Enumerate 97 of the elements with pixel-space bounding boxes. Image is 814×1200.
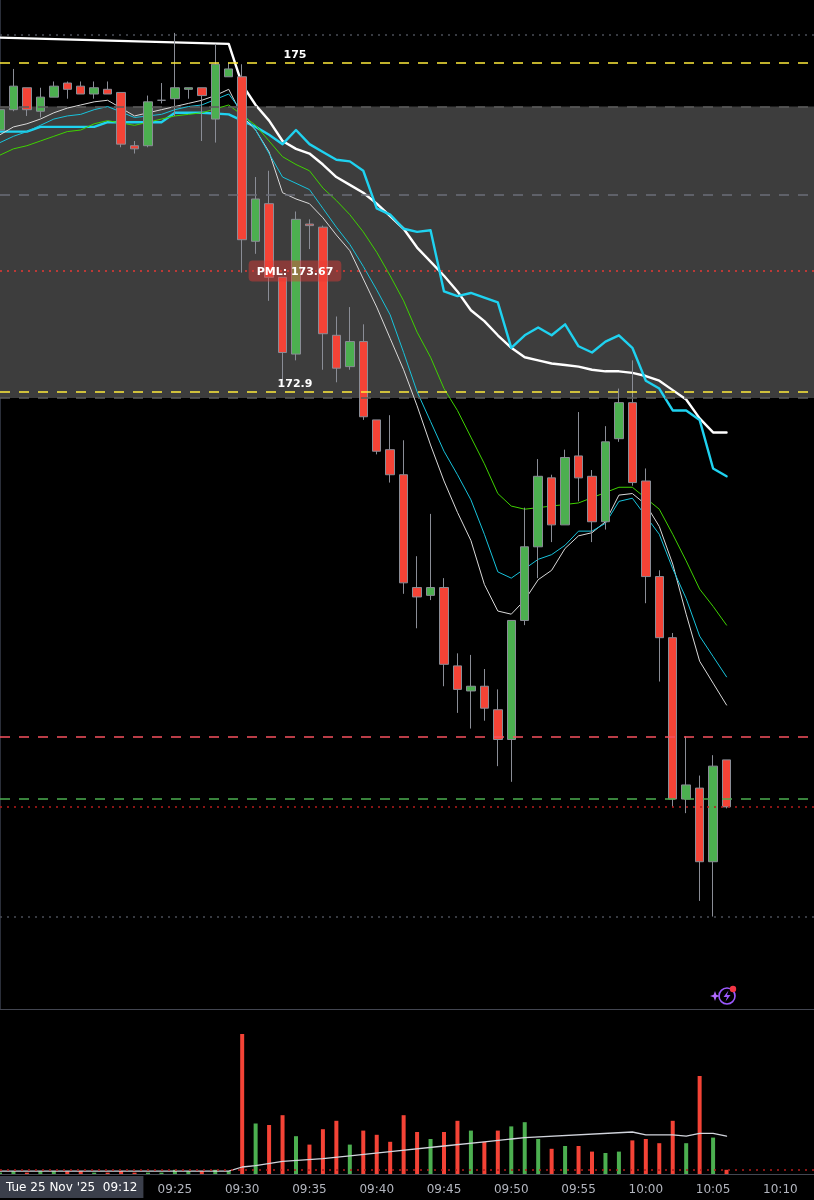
bar <box>549 1148 554 1174</box>
candlestick <box>560 449 570 526</box>
bar <box>240 1034 245 1174</box>
candlestick <box>426 513 435 601</box>
candlestick <box>103 80 112 95</box>
bar <box>294 1136 298 1174</box>
candlestick <box>359 323 368 421</box>
bar <box>347 1144 352 1174</box>
bar <box>307 1144 312 1174</box>
candlestick <box>601 425 610 531</box>
candlestick <box>466 654 476 730</box>
bar <box>522 1122 527 1174</box>
candlestick <box>143 95 153 148</box>
candlestick <box>237 63 247 274</box>
bar <box>697 1076 702 1174</box>
candlestick <box>332 315 341 383</box>
candlestick <box>116 91 126 148</box>
x-tick-label: 09:30 <box>224 1182 260 1196</box>
bar <box>468 1130 473 1174</box>
bar <box>280 1115 285 1174</box>
bar <box>630 1140 635 1174</box>
candlestick <box>628 359 637 487</box>
candlestick <box>547 474 556 543</box>
candlestick <box>22 87 32 117</box>
x-tick-label: 09:35 <box>292 1182 327 1196</box>
candlestick <box>493 688 503 767</box>
candlestick <box>722 759 731 809</box>
candlestick <box>655 569 664 683</box>
candlestick <box>251 176 260 255</box>
bar <box>361 1130 366 1174</box>
candlestick <box>480 668 489 722</box>
bar <box>576 1146 581 1174</box>
candlestick <box>614 388 624 443</box>
x-tick-label: 09:25 <box>157 1182 193 1196</box>
x-tick-label: 10:05 <box>695 1182 731 1196</box>
candlestick <box>170 32 180 117</box>
bar <box>374 1134 379 1174</box>
bar <box>442 1132 446 1174</box>
x-tick-label: 10:10 <box>763 1182 798 1196</box>
candlestick <box>224 62 233 78</box>
ref-line-label: PML: 173.67 <box>256 264 334 278</box>
bar <box>684 1143 689 1174</box>
bar <box>616 1151 621 1174</box>
candlestick <box>157 82 166 104</box>
candlestick <box>641 467 651 604</box>
text: Tue 25 Nov '25 09:12 <box>5 1180 138 1194</box>
candlestick <box>89 80 99 100</box>
candlestick <box>533 458 543 579</box>
bar <box>603 1153 608 1174</box>
bar <box>670 1120 675 1174</box>
candlestick <box>197 87 207 142</box>
x-tick-label: 09:50 <box>493 1182 529 1196</box>
candlestick <box>520 507 529 626</box>
bar <box>509 1126 514 1174</box>
candlestick <box>399 439 408 595</box>
bar <box>711 1137 716 1174</box>
candlestick <box>453 652 462 714</box>
candlestick <box>211 43 220 144</box>
bar <box>657 1143 662 1174</box>
candlestick <box>587 469 597 543</box>
candlestick <box>9 68 18 112</box>
candlestick <box>63 80 72 100</box>
x-tick-label: 09:40 <box>359 1182 395 1196</box>
candlestick <box>574 411 583 502</box>
candlestick <box>305 218 314 250</box>
candlestick <box>668 632 677 808</box>
bar <box>401 1115 406 1174</box>
candlestick <box>507 619 516 783</box>
ref-line-label: 172.9 <box>277 376 313 390</box>
x-tick-label: 09:55 <box>561 1182 596 1196</box>
bar <box>334 1120 339 1174</box>
bar <box>495 1130 500 1174</box>
candlestick <box>345 306 355 371</box>
bar <box>482 1141 487 1174</box>
x-tick-label: 10:00 <box>628 1182 664 1196</box>
bar <box>563 1146 568 1174</box>
candlestick <box>695 775 704 902</box>
candlestick <box>385 414 395 484</box>
bar <box>428 1139 433 1174</box>
x-tick-label: 09:45 <box>426 1182 462 1196</box>
ref-line-label: 175 <box>283 47 307 61</box>
bar <box>643 1139 648 1174</box>
bar <box>253 1123 258 1174</box>
bar <box>267 1125 272 1174</box>
candlestick <box>184 87 193 100</box>
bar <box>590 1151 594 1174</box>
bar <box>455 1120 460 1174</box>
candlestick <box>76 80 85 95</box>
candlestick <box>130 140 139 155</box>
candlestick <box>412 555 422 629</box>
candlestick <box>372 419 381 455</box>
bar <box>415 1132 420 1174</box>
bar <box>320 1129 325 1174</box>
candlestick <box>49 80 59 98</box>
bar <box>536 1139 541 1174</box>
candlestick <box>439 577 449 687</box>
bar <box>388 1141 393 1174</box>
